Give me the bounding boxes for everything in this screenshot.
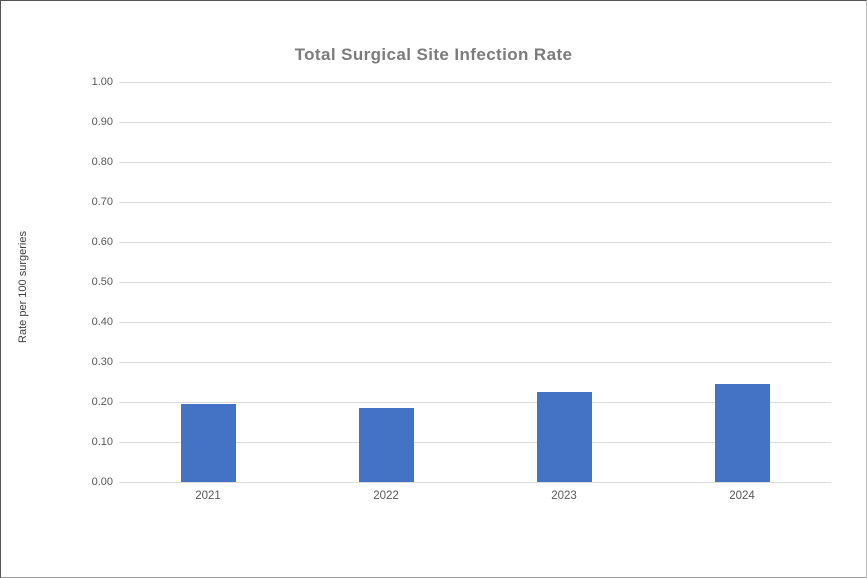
plot-area: 1.00 0.90 0.80 0.70 0.60 0.50 0.40 0.30 0.20 0.10… <box>92 76 831 502</box>
y-axis-tick-label: 0.80 <box>91 156 113 168</box>
gridline <box>119 122 831 123</box>
gridline <box>119 242 831 243</box>
x-axis-tick-label: 2024 <box>729 490 755 502</box>
y-axis-tick-label: 0.90 <box>91 116 113 128</box>
x-axis-tick-label: 2022 <box>373 490 399 502</box>
y-axis-tick-label: 0.60 <box>91 236 113 248</box>
bar-2023 <box>536 392 592 482</box>
y-axis-tick-label: 0.30 <box>91 356 113 368</box>
y-axis-tick-label: 0.00 <box>91 476 113 488</box>
chart-title: Total Surgical Site Infection Rate <box>294 45 573 64</box>
y-axis-tick-label: 0.40 <box>91 316 113 328</box>
y-axis-tick-label: 0.50 <box>91 276 113 288</box>
gridline <box>119 402 831 403</box>
y-axis-tick-label: 1.00 <box>91 76 113 88</box>
bar-2022 <box>358 408 414 482</box>
gridline <box>119 282 831 283</box>
y-axis-tick-label: 0.10 <box>91 436 113 448</box>
gridline <box>119 322 831 323</box>
gridline <box>119 202 831 203</box>
gridline <box>119 82 831 83</box>
y-axis-tick-label: 0.20 <box>91 396 113 408</box>
x-axis-tick-label: 2021 <box>195 490 221 502</box>
bar-2021 <box>180 404 236 482</box>
x-axis-tick-label: 2023 <box>551 490 577 502</box>
y-axis-title: Rate per 100 surgeries <box>17 231 29 343</box>
gridline <box>119 442 831 443</box>
y-axis-tick-label: 0.70 <box>91 196 113 208</box>
gridline <box>119 362 831 363</box>
gridline <box>119 162 831 163</box>
bar-2024 <box>714 384 770 482</box>
gridline <box>119 482 831 483</box>
